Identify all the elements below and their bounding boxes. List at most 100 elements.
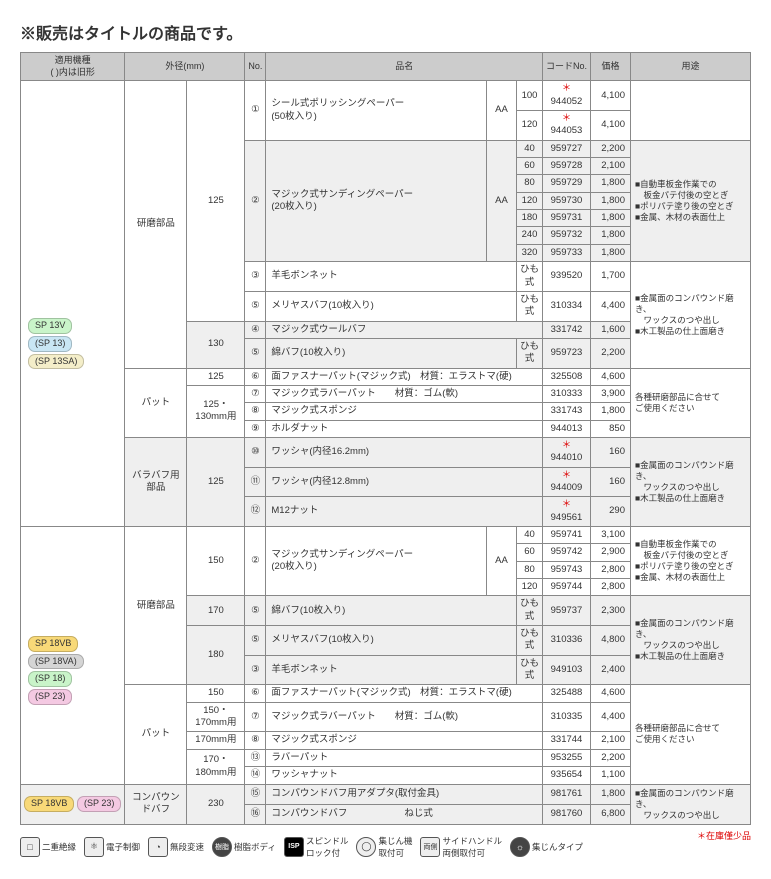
code: 959729	[543, 175, 591, 192]
code: 959741	[543, 527, 591, 544]
code: 331744	[543, 732, 591, 749]
name-w162: ワッシャ(内径16.2mm)	[266, 437, 543, 467]
price: 1,700	[591, 262, 631, 292]
no-11: ⑪	[245, 467, 266, 497]
name-wool: 羊毛ボンネット	[266, 655, 517, 685]
code: ＊944052	[543, 81, 591, 111]
price: 4,400	[591, 702, 631, 732]
footer-label: 集じん機 取付可	[378, 835, 412, 859]
price: 4,600	[591, 685, 631, 702]
grit: 80	[517, 175, 543, 192]
use-4: ■金属面のコンパウンド磨き、 ワックスのつや出し ■木工製品の仕上面磨き	[631, 437, 751, 526]
price: 3,100	[591, 527, 631, 544]
cat-pad: パット	[125, 685, 187, 784]
type-aa: AA	[487, 140, 517, 261]
code: 310335	[543, 702, 591, 732]
name-w128: ワッシャ(内径12.8mm)	[266, 467, 543, 497]
code: 310334	[543, 291, 591, 321]
name-face: 面ファスナーパット(マジック式) 材質：エラストマ(硬)	[266, 368, 543, 385]
dia-130: 130	[187, 321, 245, 368]
grit: 40	[517, 140, 543, 157]
model-badge: SP 18VB	[24, 796, 74, 812]
code: 959742	[543, 544, 591, 561]
no-12: ⑫	[245, 497, 266, 527]
grit: 60	[517, 158, 543, 175]
no-2: ②	[245, 140, 266, 261]
price: 1,600	[591, 321, 631, 338]
dust-collector-icon: ◯	[356, 837, 376, 857]
model-badge: (SP 23)	[77, 796, 121, 812]
code: 959727	[543, 140, 591, 157]
footer-item: ◯集じん機 取付可	[356, 835, 412, 859]
no-6: ⑥	[245, 368, 266, 385]
code: 959730	[543, 192, 591, 209]
code: 944013	[543, 420, 591, 437]
th-model: 適用機種 ( )内は旧形	[21, 53, 125, 81]
price: 850	[591, 420, 631, 437]
double-insulation-icon: □	[20, 837, 40, 857]
electronic-control-icon: ⚛	[84, 837, 104, 857]
code: ＊949561	[543, 497, 591, 527]
code: 959737	[543, 596, 591, 626]
no-8: ⑧	[245, 732, 266, 749]
dia-125: 125	[187, 81, 245, 321]
no-5b: ⑤	[245, 338, 266, 368]
code: 959744	[543, 579, 591, 596]
footer-item: ◔無段変速	[148, 837, 204, 857]
footer-icons: □二重絶縁 ⚛電子制御 ◔無段変速 樹脂樹脂ボディ ISPスピンドル ロック付 …	[20, 835, 697, 859]
type-himo: ひも式	[517, 338, 543, 368]
no-8: ⑧	[245, 403, 266, 420]
th-name: 品名	[266, 53, 543, 81]
code: 959728	[543, 158, 591, 175]
footer-label: 二重絶縁	[42, 841, 76, 853]
model-group-3: SP 18VB (SP 23)	[21, 784, 125, 824]
model-group-1: SP 13V (SP 13) (SP 13SA)	[21, 81, 125, 527]
type-aa: AA	[487, 527, 517, 596]
model-badge: (SP 13)	[28, 336, 72, 352]
footer-label: 電子制御	[106, 841, 140, 853]
model-group-2: SP 18VB (SP 18VA) (SP 18) (SP 23)	[21, 527, 125, 785]
th-price: 価格	[591, 53, 631, 81]
price: 3,900	[591, 385, 631, 402]
footer-label: スピンドル ロック付	[306, 835, 349, 859]
footer-label: 樹脂ボディ	[234, 841, 276, 853]
footer-item: 両側サイドハンドル 両側取付可	[420, 835, 502, 859]
footer-item: ISPスピンドル ロック付	[284, 835, 349, 859]
no-16: ⑯	[245, 804, 266, 824]
th-code: コードNo.	[543, 53, 591, 81]
name-sponge: マジック式スポンジ	[266, 732, 543, 749]
price: 1,800	[591, 210, 631, 227]
use-3: 各種研磨部品に合せて ご使用ください	[631, 368, 751, 437]
variable-speed-icon: ◔	[148, 837, 168, 857]
th-use: 用途	[631, 53, 751, 81]
resin-body-icon: 樹脂	[212, 837, 232, 857]
name-meriyasu: メリヤスバフ(10枚入り)	[266, 626, 517, 656]
code: 959743	[543, 561, 591, 578]
no-10: ⑩	[245, 437, 266, 467]
type-himo: ひも式	[517, 596, 543, 626]
cat-kenma: 研磨部品	[125, 527, 187, 685]
no-3: ③	[245, 262, 266, 292]
dia-125: 125	[187, 368, 245, 385]
no-1: ①	[245, 81, 266, 140]
dia-150-170: 150・170mm用	[187, 702, 245, 732]
cat-pad: パット	[125, 368, 187, 437]
dia-230: 230	[187, 784, 245, 824]
price: 4,100	[591, 111, 631, 141]
price: 1,800	[591, 244, 631, 261]
code: 953255	[543, 749, 591, 766]
page-title: ※販売はタイトルの商品です。	[20, 20, 751, 44]
price: 2,400	[591, 655, 631, 685]
code: 959723	[543, 338, 591, 368]
model-badge: (SP 13SA)	[28, 354, 84, 370]
price: 160	[591, 437, 631, 467]
dia-150b: 150	[187, 685, 245, 702]
name-cotton: 綿バフ(10枚入り)	[266, 596, 517, 626]
name-adapter: コンパウンドバフ用アダプタ(取付金具)	[266, 784, 543, 804]
type-aa: AA	[487, 81, 517, 140]
model-badge: (SP 18)	[28, 671, 72, 687]
no-14: ⑭	[245, 767, 266, 784]
grit: 120	[517, 192, 543, 209]
no-7: ⑦	[245, 702, 266, 732]
no-6: ⑥	[245, 685, 266, 702]
